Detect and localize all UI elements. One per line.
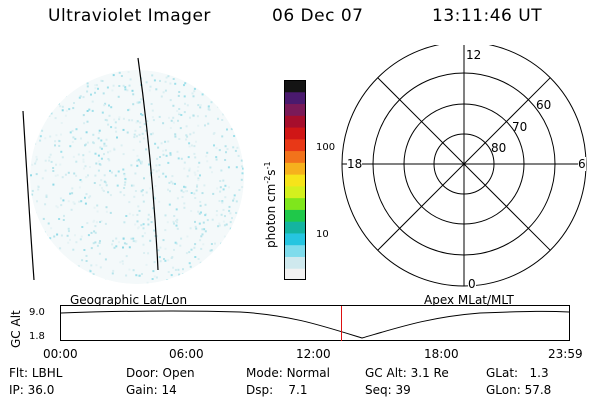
- colorbar-swatch: [284, 174, 306, 187]
- lat-label-80: 80: [491, 141, 507, 155]
- colorbar-swatch: [284, 91, 306, 105]
- colorbar-swatch: [284, 162, 306, 175]
- lat-label-70: 70: [512, 120, 528, 134]
- timeline-axis-label: GC Alt: [9, 310, 23, 348]
- uv-emission-image: [30, 70, 244, 284]
- colorbar-swatch: [284, 221, 306, 234]
- polar-grid-plot: [341, 45, 587, 287]
- info-glon: GLon: 57.8: [486, 383, 552, 397]
- instrument-title: Ultraviolet Imager: [48, 6, 211, 26]
- timeline-xtick-0000: 00:00: [43, 347, 78, 361]
- info-gc-alt: GC Alt: 3.1 Re: [365, 366, 449, 380]
- color-scale-bar: [284, 80, 306, 280]
- mlt-label-6: 6: [578, 157, 586, 171]
- info-door: Door: Open: [126, 366, 195, 380]
- time-label: 13:11:46 UT: [432, 6, 543, 26]
- colorbar-tick-100: 100: [316, 142, 336, 153]
- colorbar-swatch: [284, 150, 306, 163]
- timeline-xtick-0600: 06:00: [169, 347, 204, 361]
- timeline-xtick-2359: 23:59: [548, 347, 583, 361]
- colorbar-swatch: [284, 209, 306, 222]
- info-ip: IP: 36.0: [9, 383, 55, 397]
- info-seq: Seq: 39: [365, 383, 411, 397]
- polar-diagonal-2: [377, 77, 551, 251]
- colorbar-unit-label: photon cm-2s-1: [263, 161, 278, 248]
- terminator-line-left: [22, 110, 35, 281]
- colorbar-tick-10: 10: [316, 229, 329, 240]
- colorbar-swatch: [284, 103, 306, 116]
- orbit-altitude-timeline[interactable]: [60, 305, 572, 343]
- colorbar-swatch: [284, 185, 306, 199]
- mlt-label-18: 18: [347, 157, 363, 171]
- info-mode: Mode: Normal: [246, 366, 330, 380]
- timeline-xtick-1200: 12:00: [296, 347, 331, 361]
- colorbar-swatch: [284, 138, 306, 152]
- timeline-ytick-high: 9.0: [29, 307, 45, 318]
- info-glat: GLat: 1.3: [486, 366, 549, 380]
- colorbar-swatch: [284, 256, 306, 269]
- mlt-label-0: 0: [468, 277, 476, 291]
- timeline-xtick-1800: 18:00: [424, 347, 459, 361]
- colorbar-swatch: [284, 80, 306, 93]
- timeline-right-title: Apex MLat/MLT: [424, 293, 514, 307]
- colorbar-swatch: [284, 115, 306, 128]
- colorbar-swatch: [284, 197, 306, 210]
- timeline-ytick-low: 1.8: [29, 331, 45, 342]
- altitude-curve: [60, 310, 570, 339]
- mlt-label-12: 12: [466, 48, 482, 62]
- colorbar-swatch: [284, 127, 306, 140]
- terminator-line-right: [137, 57, 159, 271]
- info-dsp: Dsp: 7.1: [246, 383, 308, 397]
- lat-label-60: 60: [536, 98, 552, 112]
- colorbar-swatch: [284, 232, 306, 246]
- colorbar-swatch: [284, 268, 306, 280]
- colorbar-frame: [284, 80, 306, 280]
- colorbar-swatch: [284, 244, 306, 257]
- timeline-left-title: Geographic Lat/Lon: [70, 293, 188, 307]
- info-gain: Gain: 14: [126, 383, 177, 397]
- earth-image-panel: [22, 57, 244, 284]
- info-flt: Flt: LBHL: [9, 366, 63, 380]
- date-label: 06 Dec 07: [272, 6, 364, 26]
